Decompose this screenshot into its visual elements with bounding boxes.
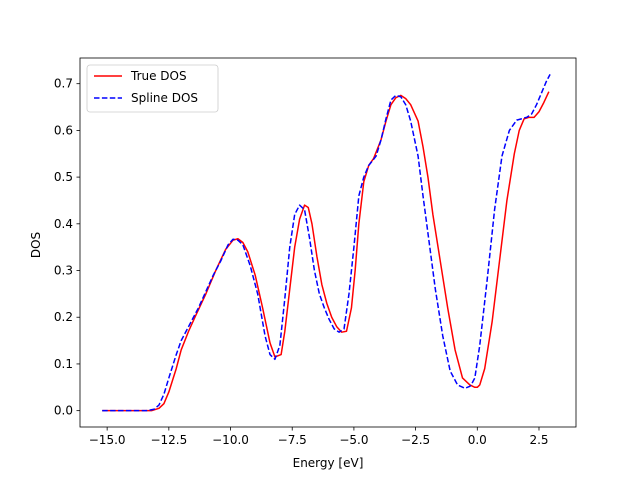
y-tick-label: 0.7: [54, 77, 73, 91]
series-line-spline-dos: [102, 73, 551, 412]
x-tick-label: −5.0: [339, 433, 368, 447]
axes-frame: [79, 57, 577, 428]
y-tick-label: 0.5: [54, 170, 73, 184]
x-tick-label: 2.5: [529, 433, 548, 447]
x-tick-label: −7.5: [278, 433, 307, 447]
plot-area: [102, 73, 551, 412]
y-tick-label: 0.1: [54, 357, 73, 371]
y-tick-label: 0.2: [54, 310, 73, 324]
y-tick-label: 0.0: [54, 404, 73, 418]
y-tick-label: 0.3: [54, 264, 73, 278]
y-tick-label: 0.4: [54, 217, 73, 231]
y-tick-label: 0.6: [54, 123, 73, 137]
x-tick-label: −2.5: [401, 433, 430, 447]
legend: True DOS Spline DOS: [86, 64, 219, 113]
x-tick-label: −12.5: [150, 433, 187, 447]
axes: −15.0 −12.5 −10.0 −7.5 −5.0 −2.5 0.0 2.5 0.0 0.1 0…: [54, 57, 577, 447]
legend-label: Spline DOS: [131, 91, 198, 105]
x-tick-label: −15.0: [89, 433, 126, 447]
series-line-true-dos: [102, 91, 550, 412]
x-tick-label: −10.0: [212, 433, 249, 447]
y-axis-label: DOS: [29, 232, 43, 258]
x-tick-label: 0.0: [468, 433, 487, 447]
legend-label: True DOS: [130, 69, 187, 83]
x-axis-label: Energy [eV]: [293, 456, 364, 470]
